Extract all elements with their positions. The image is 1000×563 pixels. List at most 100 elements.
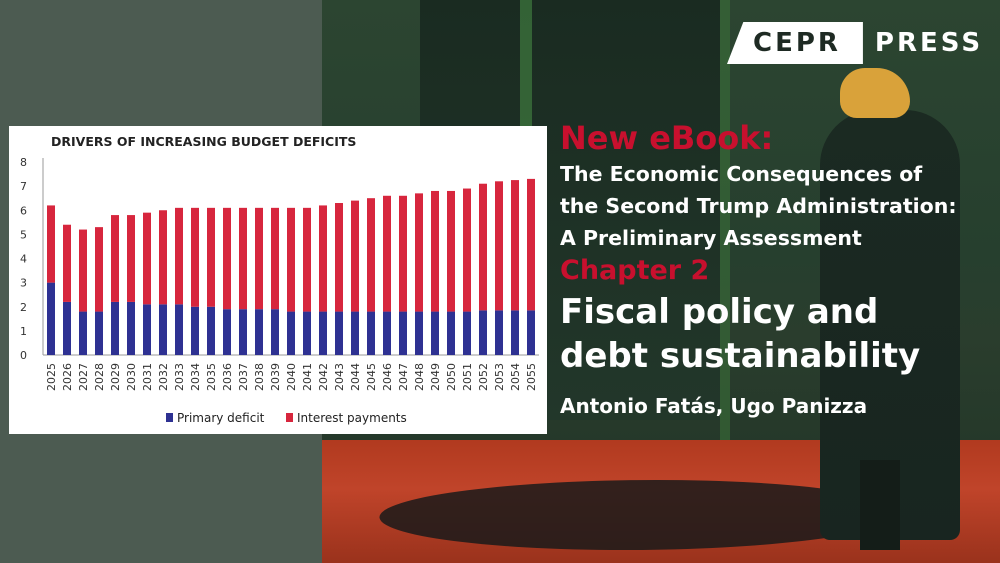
bar-interest-payments: [127, 215, 135, 302]
bar-interest-payments: [319, 205, 327, 312]
x-tick-label: 2043: [333, 363, 346, 391]
legend-label: Interest payments: [297, 411, 407, 425]
x-tick-label: 2045: [365, 363, 378, 391]
bar-interest-payments: [367, 198, 375, 312]
cepr-press-logo: CEPR PRESS: [727, 22, 983, 64]
x-tick-label: 2040: [285, 363, 298, 391]
bar-primary-deficit: [47, 282, 55, 355]
bar-primary-deficit: [351, 311, 359, 355]
bar-interest-payments: [111, 215, 119, 302]
bar-interest-payments: [255, 207, 263, 310]
logo-press-text: PRESS: [874, 28, 984, 58]
bar-primary-deficit: [463, 311, 471, 355]
bar-interest-payments: [223, 207, 231, 310]
x-tick-label: 2026: [61, 363, 74, 391]
book-title-line: the Second Trump Administration:: [560, 194, 957, 218]
bar-primary-deficit: [79, 311, 87, 355]
bar-primary-deficit: [287, 311, 295, 355]
bar-interest-payments: [447, 190, 455, 312]
y-tick-label: 0: [20, 349, 27, 362]
painting-window-frame-right: [720, 0, 730, 440]
x-tick-label: 2029: [109, 363, 122, 391]
bar-interest-payments: [95, 227, 103, 312]
x-tick-label: 2036: [221, 363, 234, 391]
book-title: The Economic Consequences of the Second …: [560, 158, 990, 254]
legend-label: Primary deficit: [177, 411, 265, 425]
bar-primary-deficit: [239, 309, 247, 355]
bar-primary-deficit: [479, 310, 487, 355]
bar-primary-deficit: [271, 309, 279, 355]
x-tick-label: 2054: [509, 363, 522, 391]
bar-primary-deficit: [383, 311, 391, 355]
x-tick-label: 2048: [413, 363, 426, 391]
x-tick-label: 2051: [461, 363, 474, 391]
bar-primary-deficit: [159, 304, 167, 355]
x-tick-label: 2025: [45, 363, 58, 391]
logo-cepr-box: CEPR: [727, 22, 863, 64]
y-tick-label: 8: [20, 156, 27, 169]
y-tick-label: 7: [20, 180, 27, 193]
bar-interest-payments: [239, 207, 247, 310]
y-tick-label: 4: [20, 253, 27, 266]
x-tick-label: 2037: [237, 363, 250, 391]
y-tick-label: 5: [20, 228, 27, 241]
x-tick-label: 2031: [141, 363, 154, 391]
bar-interest-payments: [383, 195, 391, 312]
bar-primary-deficit: [399, 311, 407, 355]
x-tick-label: 2035: [205, 363, 218, 391]
x-tick-label: 2033: [173, 363, 186, 391]
bar-interest-payments: [303, 207, 311, 312]
painting-figure-hair: [840, 68, 910, 118]
bar-primary-deficit: [255, 309, 263, 355]
x-tick-label: 2041: [301, 363, 314, 391]
bar-primary-deficit: [175, 304, 183, 355]
x-tick-label: 2028: [93, 363, 106, 391]
bar-primary-deficit: [223, 309, 231, 355]
x-tick-label: 2052: [477, 363, 490, 391]
bar-interest-payments: [415, 193, 423, 312]
chart-title: DRIVERS OF INCREASING BUDGET DEFICITS: [51, 134, 357, 149]
bar-primary-deficit: [191, 306, 199, 355]
chapter-title: Fiscal policy and debt sustainability: [560, 290, 990, 378]
legend-swatch: [166, 413, 173, 422]
bar-interest-payments: [527, 178, 535, 311]
bar-primary-deficit: [111, 301, 119, 355]
bar-primary-deficit: [495, 310, 503, 355]
x-tick-label: 2047: [397, 363, 410, 391]
bar-interest-payments: [47, 205, 55, 283]
bar-interest-payments: [159, 210, 167, 305]
bar-interest-payments: [63, 224, 71, 302]
bar-interest-payments: [271, 207, 279, 310]
chart-panel: DRIVERS OF INCREASING BUDGET DEFICITS 0 1…: [9, 126, 547, 434]
bar-primary-deficit: [127, 301, 135, 355]
bar-primary-deficit: [95, 311, 103, 355]
bar-primary-deficit: [207, 306, 215, 355]
bar-primary-deficit: [431, 311, 439, 355]
x-tick-label: 2034: [189, 363, 202, 391]
bar-interest-payments: [351, 200, 359, 312]
x-tick-label: 2038: [253, 363, 266, 391]
authors: Antonio Fatás, Ugo Panizza: [560, 394, 868, 418]
y-tick-label: 1: [20, 325, 27, 338]
bar-interest-payments: [463, 188, 471, 312]
x-tick-label: 2053: [493, 363, 506, 391]
bar-interest-payments: [431, 190, 439, 312]
x-tick-label: 2032: [157, 363, 170, 391]
bar-interest-payments: [335, 203, 343, 312]
bar-primary-deficit: [335, 311, 343, 355]
x-tick-label: 2049: [429, 363, 442, 391]
bar-interest-payments: [399, 195, 407, 312]
chapter-label: Chapter 2: [560, 255, 710, 286]
book-title-line: The Economic Consequences of: [560, 162, 923, 186]
bar-primary-deficit: [367, 311, 375, 355]
bar-primary-deficit: [511, 310, 519, 355]
chapter-title-line: Fiscal policy and: [560, 292, 879, 332]
bar-interest-payments: [191, 207, 199, 307]
promo-text-block: New eBook: The Economic Consequences of …: [560, 118, 990, 420]
bar-primary-deficit: [143, 304, 151, 355]
x-tick-label: 2030: [125, 363, 138, 391]
x-tick-label: 2046: [381, 363, 394, 391]
bar-interest-payments: [479, 183, 487, 311]
bar-interest-payments: [287, 207, 295, 312]
